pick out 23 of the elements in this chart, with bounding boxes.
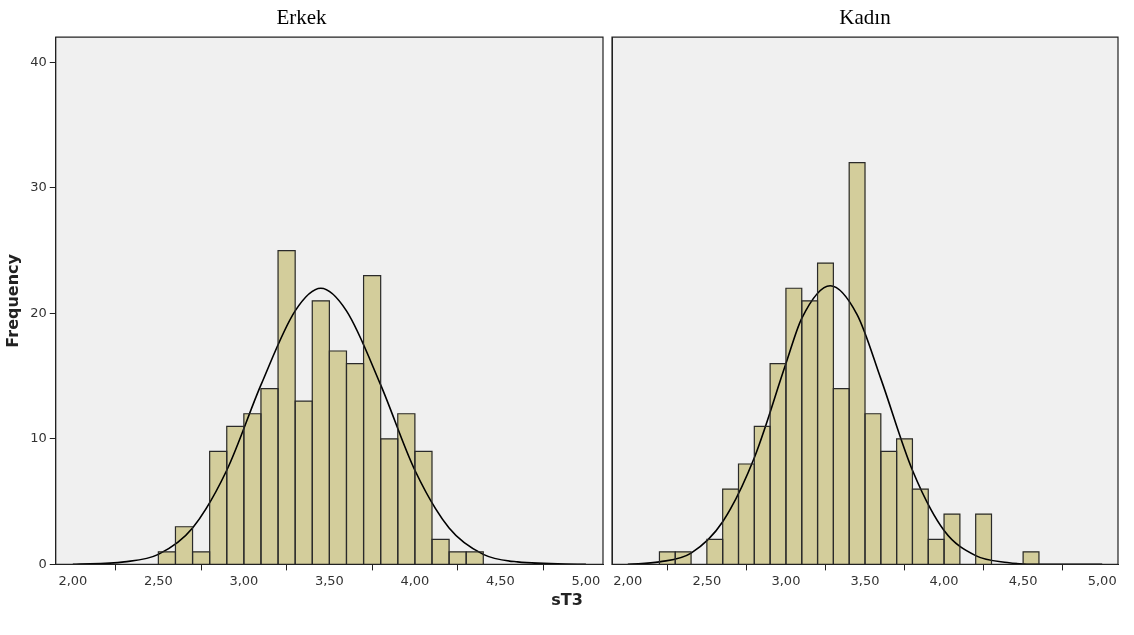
x-tick-label: 3,00 (229, 572, 259, 588)
x-tick-label: 2,50 (143, 572, 173, 588)
x-tick-label: 5,00 (1087, 572, 1117, 588)
x-tick-label: 4,50 (1008, 572, 1038, 588)
y-tick-label: 30 (30, 179, 47, 195)
x-tick-label: 3,00 (771, 572, 801, 588)
chart-title: Kadın (839, 5, 892, 30)
x-tick-label: 4,50 (485, 572, 515, 588)
x-tick-label: 2,50 (692, 572, 722, 588)
x-tick-label: 4,00 (400, 572, 430, 588)
y-tick-label: 10 (30, 430, 47, 446)
x-tick-label: 3,50 (314, 572, 344, 588)
x-tick-label: 2,00 (613, 572, 643, 588)
y-tick-label: 0 (38, 555, 47, 571)
x-tick-label: 5,00 (571, 572, 601, 588)
x-axis-title: sT3 (550, 590, 584, 609)
x-tick-label: 3,50 (850, 572, 880, 588)
x-tick-label: 4,00 (929, 572, 959, 588)
y-tick-label: 40 (30, 53, 47, 69)
y-axis-title: Frequency (2, 253, 22, 348)
chart-title: Erkek (276, 5, 328, 30)
x-tick-label: 2,00 (58, 572, 88, 588)
y-tick-label: 20 (30, 304, 47, 320)
